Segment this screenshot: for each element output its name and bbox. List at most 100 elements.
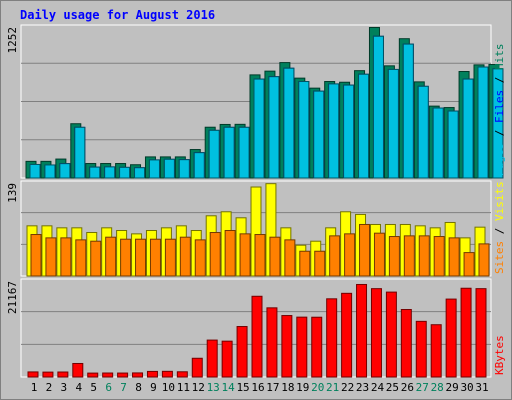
bar-pages-day-11: [178, 159, 190, 179]
panel-1-legend: Pages / Files / Hits: [493, 44, 506, 177]
x-tick-label-day-16: 16: [251, 381, 264, 394]
bar-sites-day-26: [403, 235, 415, 277]
legend-separator: /: [493, 221, 506, 241]
x-tick-label-day-14: 14: [222, 381, 236, 394]
x-tick-label-day-15: 15: [236, 381, 249, 394]
bar-sites-day-30: [463, 252, 475, 277]
bar-kbytes-day-16: [251, 295, 263, 378]
bar-kbytes-day-17: [266, 307, 278, 378]
bar-kbytes-day-30: [460, 287, 472, 378]
bar-kbytes-day-1: [27, 371, 39, 378]
bar-pages-day-15: [238, 126, 250, 179]
bar-kbytes-day-22: [341, 292, 353, 378]
bar-sites-day-2: [45, 237, 57, 277]
bar-kbytes-day-11: [176, 371, 188, 378]
bar-pages-day-8: [134, 167, 146, 179]
bar-sites-day-9: [149, 238, 161, 277]
bar-sites-day-24: [373, 232, 385, 277]
x-tick-label-day-6: 6: [105, 381, 112, 394]
bar-kbytes-day-8: [132, 372, 144, 378]
bar-pages-day-25: [387, 68, 399, 179]
bar-kbytes-day-10: [161, 370, 173, 378]
bar-kbytes-day-25: [385, 291, 397, 378]
bar-pages-day-3: [59, 163, 71, 179]
legend-entry-hits: Hits: [493, 44, 506, 71]
bar-kbytes-day-27: [415, 320, 427, 378]
bar-sites-day-29: [448, 237, 460, 277]
bar-sites-day-22: [344, 233, 356, 277]
x-tick-label-day-27: 27: [416, 381, 429, 394]
bar-pages-day-26: [402, 43, 414, 179]
bar-kbytes-day-13: [206, 339, 218, 378]
bar-sites-day-25: [388, 236, 400, 277]
x-tick-label-day-26: 26: [401, 381, 414, 394]
bar-kbytes-day-19: [296, 316, 308, 378]
panel-3-ymax-label: 21167: [6, 281, 19, 314]
bar-kbytes-day-7: [117, 372, 129, 378]
bar-kbytes-day-29: [445, 298, 457, 378]
bar-sites-day-7: [120, 238, 132, 277]
bar-sites-day-3: [60, 237, 72, 277]
bar-sites-day-27: [418, 235, 430, 277]
bar-pages-day-18: [283, 67, 295, 179]
bar-kbytes-day-15: [236, 326, 248, 378]
bar-pages-day-19: [298, 81, 310, 179]
x-tick-label-day-29: 29: [446, 381, 459, 394]
bar-pages-day-32: [492, 68, 504, 179]
x-tick-label-day-30: 30: [460, 381, 473, 394]
bar-pages-day-24: [372, 35, 384, 179]
x-tick-label-day-8: 8: [135, 381, 142, 394]
bar-pages-day-30: [462, 78, 474, 179]
bar-sites-day-4: [75, 239, 87, 277]
bar-pages-day-28: [432, 107, 444, 179]
x-tick-label-day-17: 17: [266, 381, 279, 394]
bar-sites-day-8: [135, 238, 147, 277]
x-tick-label-day-20: 20: [311, 381, 324, 394]
bar-kbytes-day-4: [72, 362, 84, 378]
bar-pages-day-12: [193, 152, 205, 179]
legend-entry-files: Files: [493, 90, 506, 123]
panel-3-legend: KBytes: [493, 335, 506, 375]
bar-pages-day-1: [29, 163, 41, 179]
x-tick-label-day-10: 10: [162, 381, 175, 394]
bar-kbytes-day-5: [87, 372, 99, 378]
x-tick-label-day-7: 7: [120, 381, 127, 394]
bar-pages-day-31: [477, 66, 489, 179]
x-tick-label-day-4: 4: [75, 381, 82, 394]
x-tick-label-day-24: 24: [371, 381, 385, 394]
bar-sites-day-13: [209, 232, 221, 277]
x-tick-label-day-2: 2: [46, 381, 53, 394]
bar-kbytes-day-23: [356, 283, 368, 378]
x-tick-label-day-28: 28: [431, 381, 444, 394]
legend-entry-visits: Visits: [493, 181, 506, 221]
bar-sites-day-19: [299, 250, 311, 277]
bar-kbytes-day-2: [42, 371, 54, 378]
x-tick-label-day-19: 19: [296, 381, 309, 394]
bar-kbytes-day-28: [430, 324, 442, 378]
bar-pages-day-23: [358, 73, 370, 179]
x-tick-label-day-23: 23: [356, 381, 369, 394]
x-tick-label-day-18: 18: [281, 381, 294, 394]
bar-sites-day-5: [90, 240, 102, 277]
x-tick-label-day-21: 21: [326, 381, 339, 394]
bar-pages-day-14: [223, 126, 235, 179]
bar-kbytes-day-9: [146, 370, 158, 378]
chart-title: Daily usage for August 2016: [20, 8, 215, 22]
x-tick-label-day-11: 11: [177, 381, 190, 394]
x-tick-label-day-3: 3: [61, 381, 68, 394]
bar-kbytes-day-14: [221, 340, 233, 378]
bar-sites-day-6: [105, 236, 117, 277]
legend-entry-sites: Sites: [493, 241, 506, 274]
legend-separator: /: [493, 123, 506, 143]
x-tick-label-day-25: 25: [386, 381, 399, 394]
bar-pages-day-9: [148, 159, 160, 179]
bar-pages-day-21: [328, 83, 340, 179]
bar-sites-day-28: [433, 236, 445, 277]
bar-kbytes-day-12: [191, 357, 203, 378]
bar-pages-day-20: [313, 90, 325, 179]
bar-sites-day-23: [359, 223, 371, 277]
bar-pages-day-16: [253, 78, 265, 179]
bar-kbytes-day-31: [475, 288, 487, 378]
bar-sites-day-11: [179, 236, 191, 277]
